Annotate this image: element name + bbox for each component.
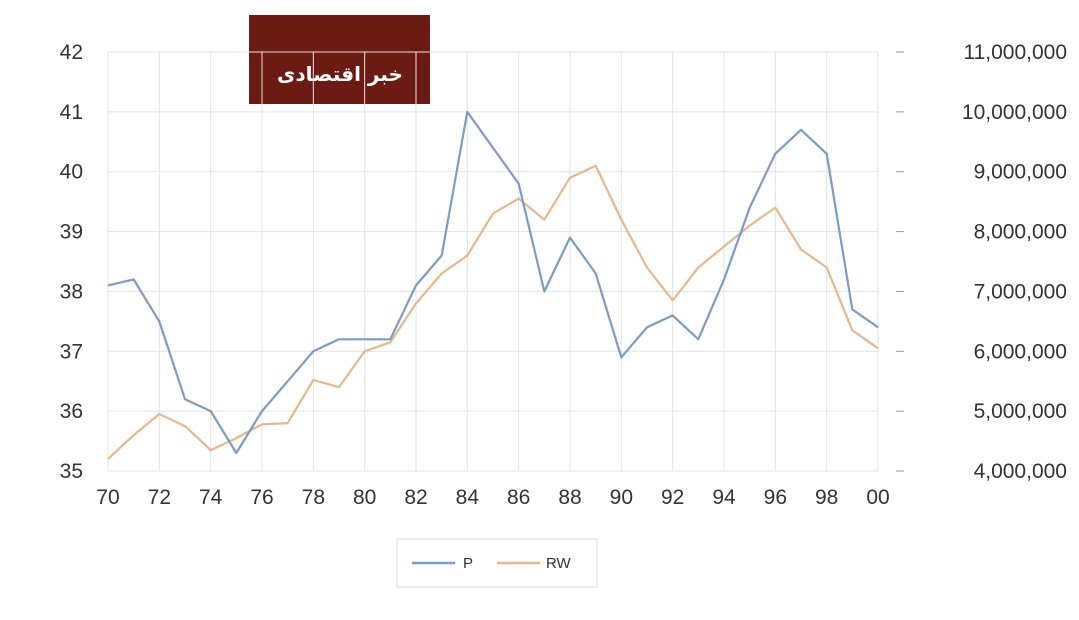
legend: P RW — [396, 538, 598, 588]
x-tick-label: 90 — [610, 486, 633, 509]
logo-text: خبر اقتصادی — [277, 62, 403, 86]
x-tick-label: 86 — [507, 486, 530, 509]
x-tick-label: 72 — [148, 486, 171, 509]
left-tick-label: 35 — [60, 460, 83, 483]
series-line-rw — [107, 164, 879, 460]
x-axis-ticks: 70 72 74 76 78 80 82 84 86 88 90 92 94 96 98 00 — [96, 486, 889, 509]
left-tick-label: 38 — [60, 280, 83, 303]
x-tick-label: 80 — [353, 486, 376, 509]
left-tick-label: 40 — [60, 161, 83, 184]
legend-label-rw: RW — [546, 555, 572, 572]
right-tick-label: 8,000,000 — [974, 221, 1067, 244]
left-tick-label: 42 — [60, 41, 83, 64]
x-tick-label: 94 — [712, 486, 736, 509]
right-tick-label: 7,000,000 — [974, 280, 1067, 303]
x-tick-label: 82 — [404, 486, 427, 509]
left-tick-label: 41 — [60, 101, 83, 124]
left-tick-label: 36 — [60, 400, 83, 423]
x-tick-label: 76 — [250, 486, 273, 509]
series-lines — [107, 110, 879, 460]
right-tick-label: 5,000,000 — [974, 400, 1067, 423]
right-tick-label: 4,000,000 — [974, 460, 1067, 483]
logo-image: خبر اقتصادی — [249, 15, 430, 104]
x-tick-label: 84 — [456, 486, 480, 509]
x-tick-label: 74 — [199, 486, 223, 509]
right-axis-ticks: 4,000,000 5,000,000 6,000,000 7,000,000 8,00… — [896, 41, 1067, 483]
right-tick-label: 11,000,000 — [963, 41, 1067, 64]
x-tick-label: 78 — [302, 486, 325, 509]
x-tick-label: 98 — [815, 486, 838, 509]
left-tick-label: 37 — [60, 340, 83, 363]
x-tick-label: 00 — [866, 486, 889, 509]
right-tick-label: 6,000,000 — [974, 340, 1067, 363]
x-tick-label: 96 — [764, 486, 787, 509]
x-tick-label: 88 — [558, 486, 581, 509]
legend-label-p: P — [463, 555, 473, 572]
x-tick-label: 92 — [661, 486, 684, 509]
right-tick-label: 9,000,000 — [974, 161, 1067, 184]
x-tick-label: 70 — [96, 486, 119, 509]
grid — [107, 51, 879, 472]
series-line-p — [107, 110, 879, 455]
logo-badge: خبر اقتصادی — [249, 15, 430, 104]
left-axis-ticks: 35 36 37 38 39 40 41 42 — [60, 41, 83, 483]
logo-background — [249, 15, 430, 104]
right-tick-label: 10,000,000 — [962, 101, 1067, 124]
left-tick-label: 39 — [60, 221, 83, 244]
